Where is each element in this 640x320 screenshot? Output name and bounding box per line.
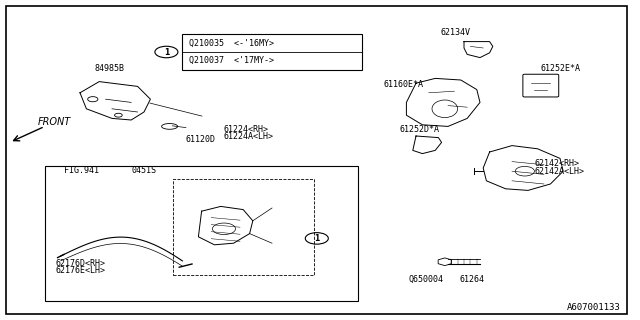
Text: 62134V: 62134V — [440, 28, 470, 36]
Text: 62176E<LH>: 62176E<LH> — [56, 266, 106, 275]
Text: 61224A<LH>: 61224A<LH> — [224, 132, 274, 141]
Bar — [182, 34, 362, 70]
Text: 61160E*A: 61160E*A — [384, 80, 424, 89]
Text: 61120D: 61120D — [186, 135, 216, 144]
Bar — [45, 166, 358, 301]
Text: 0451S: 0451S — [131, 166, 156, 175]
Text: 62142<RH>: 62142<RH> — [534, 159, 579, 168]
Text: Q650004: Q650004 — [408, 275, 444, 284]
Text: 61252D*A: 61252D*A — [400, 125, 440, 134]
Text: 62176D<RH>: 62176D<RH> — [56, 259, 106, 268]
Text: 61224<RH>: 61224<RH> — [224, 125, 269, 134]
Text: 84985B: 84985B — [95, 64, 125, 73]
Text: A607001133: A607001133 — [567, 303, 621, 312]
Text: FIG.941: FIG.941 — [64, 166, 99, 175]
Text: 1: 1 — [314, 234, 319, 243]
Text: FRONT: FRONT — [38, 116, 71, 127]
Text: 1: 1 — [164, 47, 169, 57]
Text: 61264: 61264 — [460, 275, 484, 284]
Text: 61252E*A: 61252E*A — [541, 64, 581, 73]
Bar — [173, 179, 314, 275]
Text: Q210035  <-'16MY>: Q210035 <-'16MY> — [189, 39, 274, 48]
Text: Q210037  <'17MY->: Q210037 <'17MY-> — [189, 56, 274, 65]
Text: 62142A<LH>: 62142A<LH> — [534, 167, 584, 176]
